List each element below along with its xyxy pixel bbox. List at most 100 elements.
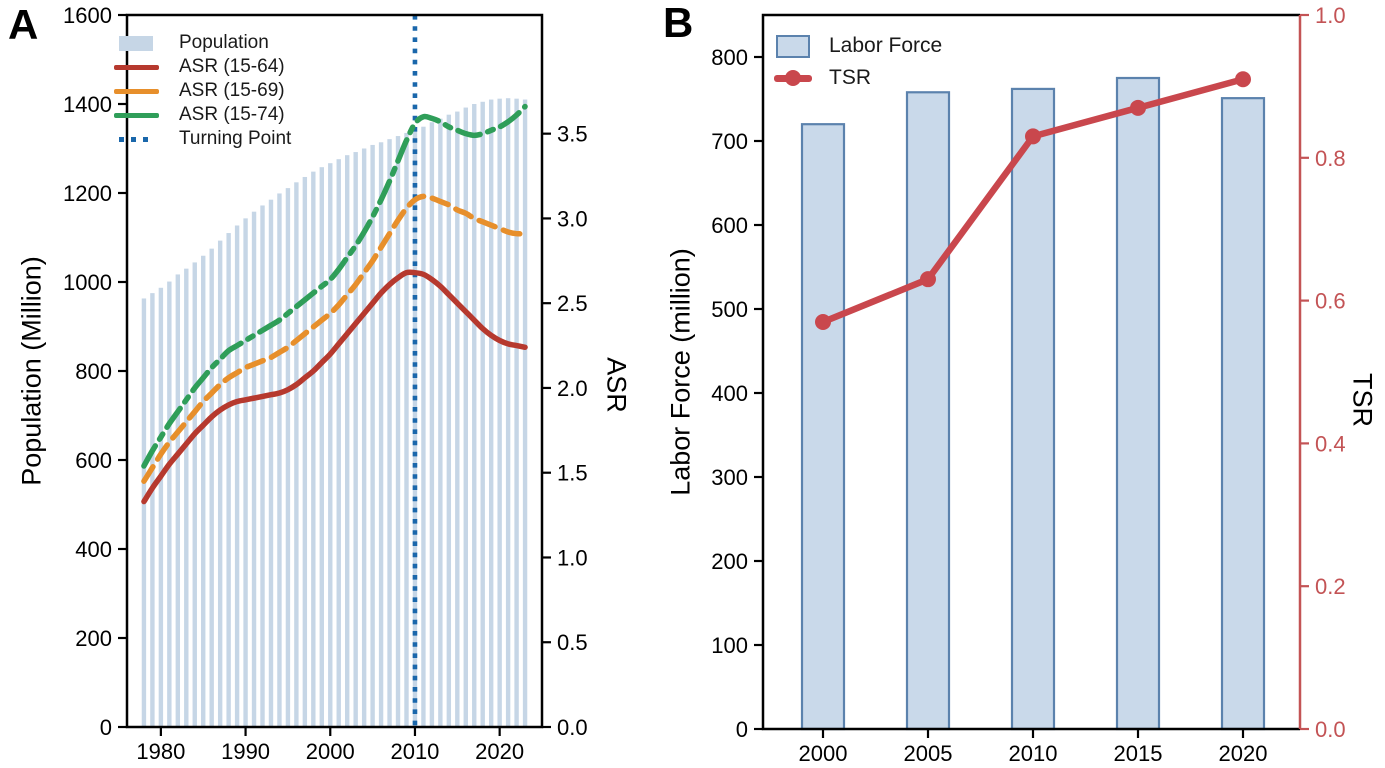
panel-a-left-tick-label: 800 — [75, 359, 112, 384]
legend-label-asr64: ASR (15-64) — [179, 56, 285, 77]
asr-15-69-line — [141, 193, 528, 484]
panel-b-left-tick-label: 300 — [711, 465, 748, 490]
panel-a-right-tick-label: 3.0 — [557, 206, 588, 231]
population-bar — [421, 126, 426, 727]
population-bar — [387, 139, 392, 727]
population-bar — [514, 98, 519, 727]
labor-force-bar — [800, 123, 846, 731]
panel-a-left-axis-title: Population (Million) — [16, 256, 47, 486]
population-bar — [370, 144, 375, 727]
legend-item-population: Population — [113, 31, 291, 55]
panel-b-left-axis-title: Labor Force (million) — [665, 248, 696, 496]
tsr-marker — [1025, 128, 1041, 145]
panel-a-legend: Population ASR (15-64) ASR (15-69) ASR (… — [113, 31, 291, 151]
population-bar — [285, 188, 291, 728]
panel-a-right-tick-label: 0.0 — [557, 715, 588, 740]
panel-b-left-tick-label: 0 — [736, 717, 748, 742]
population-bar — [311, 171, 316, 727]
population-bar — [226, 233, 231, 728]
legend-item-asr74: ASR (15-74) — [113, 103, 291, 127]
asr-15-69-swatch-icon — [113, 88, 159, 94]
panel-b-right-tick-label: 0.0 — [1315, 717, 1346, 742]
labor-force-bar — [1220, 97, 1266, 731]
panel-a-right-tick-label: 3.5 — [557, 122, 588, 147]
legend-item-asr69: ASR (15-69) — [113, 79, 291, 103]
panel-b-x-tick-label: 2005 — [904, 741, 953, 766]
legend-label-asr74: ASR (15-74) — [179, 104, 285, 125]
population-bar — [336, 159, 341, 727]
asr-15-74-line — [141, 103, 528, 469]
population-bar — [167, 281, 172, 727]
panel-b-right-tick-label: 0.6 — [1315, 289, 1346, 314]
panel-a-right-tick-label: 2.0 — [557, 376, 588, 401]
panel-b-frame — [761, 13, 1300, 731]
panel-b-right-axis-title: TSR — [1347, 373, 1378, 427]
tsr-marker — [1235, 71, 1251, 88]
panel-a-left-tick-label: 400 — [75, 537, 112, 562]
population-bar — [277, 193, 282, 727]
panel-b-left-tick-label: 200 — [711, 549, 748, 574]
panel-a-left-tick-label: 1400 — [63, 92, 112, 117]
population-bar — [260, 205, 265, 727]
panel-a-x-tick-label: 1990 — [221, 739, 270, 764]
population-bar — [150, 293, 155, 727]
panel-a-left-tick-label: 200 — [75, 626, 112, 651]
population-bar — [184, 268, 189, 727]
population-bar — [175, 274, 181, 727]
population-bar — [192, 262, 197, 727]
population-bar — [201, 255, 206, 727]
panel-a-left-tick-label: 1200 — [63, 181, 112, 206]
panel-a-x-tick-label: 2010 — [390, 739, 439, 764]
panel-a-right-tick-label: 2.5 — [557, 291, 588, 316]
tsr-marker — [1130, 99, 1146, 116]
population-bar — [455, 111, 460, 727]
panel-a-right-tick-label: 1.5 — [557, 461, 588, 486]
legend-item-asr64: ASR (15-64) — [113, 55, 291, 79]
panel-b-right-tick-label: 0.8 — [1315, 146, 1346, 171]
asr-15-64-swatch-icon — [113, 64, 159, 70]
panel-b-x-tick-label: 2015 — [1114, 741, 1163, 766]
population-bar — [488, 99, 494, 728]
panel-a-right-tick-label: 1.0 — [557, 545, 588, 570]
legend-label-population: Population — [179, 32, 269, 53]
population-bar — [505, 98, 511, 728]
population-bar — [378, 142, 384, 727]
panel-a-right-axis-title: ASR — [601, 357, 632, 413]
population-bar — [472, 104, 477, 727]
tsr-swatch-icon — [774, 74, 812, 82]
legend-label-turning-point: Turning Point — [179, 128, 292, 149]
legend-label-asr69: ASR (15-69) — [179, 80, 285, 101]
legend-item-turning-point: Turning Point — [113, 127, 291, 151]
population-bar — [345, 155, 350, 728]
panel-b-left-tick-label: 800 — [711, 45, 748, 70]
legend-label-labor-force: Labor Force — [829, 34, 943, 57]
panel-b-right-tick-label: 0.4 — [1315, 431, 1346, 456]
panel-b-left-tick-label: 500 — [711, 297, 748, 322]
population-bar — [412, 130, 418, 727]
panel-b-x-tick-label: 2020 — [1219, 741, 1268, 766]
asr-15-74-swatch-icon — [113, 112, 159, 118]
labor-force-bar — [905, 91, 951, 731]
population-bar — [319, 167, 324, 727]
population-bar — [234, 225, 240, 728]
population-bar — [522, 99, 528, 728]
tsr-marker — [920, 271, 936, 288]
legend-label-tsr: TSR — [829, 66, 871, 89]
panel-b-left-tick-label: 700 — [711, 129, 748, 154]
labor-force-bar — [1115, 76, 1161, 731]
population-bar — [497, 98, 502, 727]
panel-a-right-tick-label: 0.5 — [557, 630, 588, 655]
panel-a-x-tick-label: 2000 — [306, 739, 355, 764]
population-bar — [251, 211, 257, 727]
panel-a-x-tick-label: 1980 — [136, 739, 185, 764]
tsr-marker — [815, 314, 831, 331]
population-bar — [268, 199, 274, 728]
panel-b-right-tick-label: 0.2 — [1315, 574, 1346, 599]
population-bar — [480, 101, 485, 727]
population-bar — [438, 118, 443, 727]
population-bar — [328, 163, 333, 727]
panel-b-x-tick-label: 2010 — [1009, 741, 1058, 766]
turning-point-swatch-icon — [119, 136, 153, 142]
